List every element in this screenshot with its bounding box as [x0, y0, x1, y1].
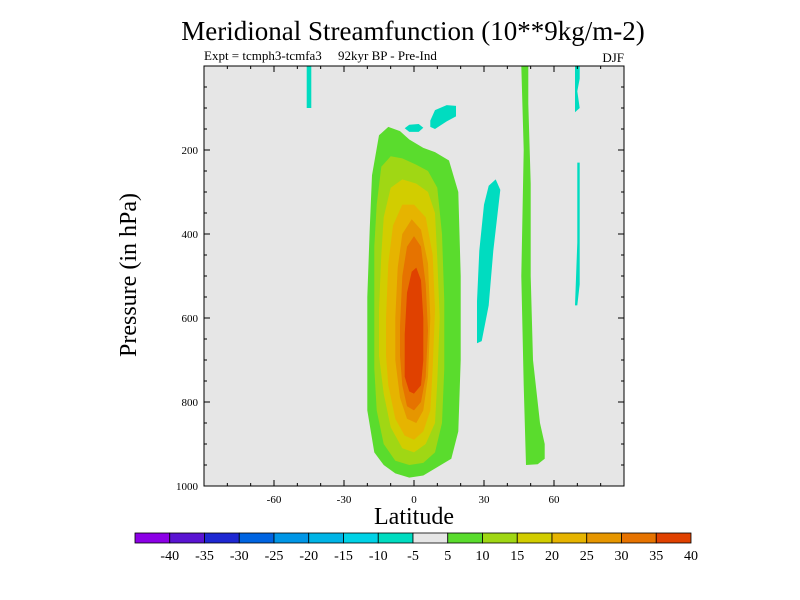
colorbar-swatch: [655, 532, 692, 544]
colorbar-swatch: [343, 532, 379, 544]
colorbar-swatch: [586, 532, 622, 544]
colorbar-swatch: [134, 532, 171, 544]
colorbar-swatch: [516, 532, 553, 544]
colorbar-label: 10: [476, 549, 490, 564]
x-tick-label: 30: [479, 494, 491, 506]
colorbar: -40 -35 -30 -25 -20 -15 -10 -5 5 10 15 20 25 30 35 40: [134, 532, 698, 564]
colorbar-label: -15: [334, 549, 353, 564]
colorbar-label: 30: [615, 549, 629, 564]
colorbar-label: -35: [195, 549, 214, 564]
colorbar-label: -40: [160, 549, 179, 564]
colorbar-label: -25: [265, 549, 284, 564]
y-tick-label: 600: [182, 313, 199, 325]
colorbar-swatch: [169, 532, 205, 544]
colorbar-label: 15: [510, 549, 524, 564]
x-tick-label: 0: [411, 494, 417, 506]
y-axis-label: Pressure (in hPa): [116, 193, 142, 357]
colorbar-label: 5: [444, 549, 451, 564]
colorbar-swatch: [482, 532, 518, 544]
chart-title: Meridional Streamfunction (10**9kg/m-2): [181, 16, 644, 46]
contour-region: [430, 105, 456, 129]
contour-region: [575, 66, 580, 113]
y-tick-label: 1000: [176, 481, 199, 493]
x-tick-label: -30: [337, 494, 352, 506]
colorbar-label: -10: [369, 549, 388, 564]
contour-region: [306, 66, 312, 108]
contour-region: [404, 124, 424, 132]
colorbar-label: 40: [684, 549, 698, 564]
season-label: DJF: [602, 50, 624, 65]
experiment-subtitle: Expt = tcmph3-tcmfa3 92kyr BP - Pre-Ind: [204, 48, 437, 63]
y-tick-label: 200: [182, 145, 199, 157]
contour-region: [521, 66, 545, 465]
colorbar-swatch: [308, 532, 344, 544]
colorbar-label: 25: [580, 549, 594, 564]
axis-ticks: -60 -30 0 30 60 200 400 600 800 1000: [176, 66, 624, 506]
contour-region: [477, 179, 501, 344]
colorbar-swatch: [621, 532, 657, 544]
colorbar-label: 35: [649, 549, 663, 564]
colorbar-swatch: [447, 532, 483, 544]
contour-fills: [306, 66, 580, 478]
colorbar-swatch: [273, 532, 310, 544]
contour-region: [575, 162, 580, 306]
x-tick-label: -60: [267, 494, 282, 506]
colorbar-swatch: [551, 532, 588, 544]
colorbar-label: -5: [407, 549, 419, 564]
colorbar-label: -20: [299, 549, 318, 564]
contour-region: [404, 267, 424, 394]
colorbar-swatch: [377, 532, 414, 544]
plot-area: -60 -30 0 30 60 200 400 600 800 1000: [176, 65, 625, 506]
x-tick-label: 60: [549, 494, 561, 506]
colorbar-label: 20: [545, 549, 559, 564]
colorbar-swatch: [412, 532, 449, 544]
x-axis-label: Latitude: [374, 504, 454, 530]
y-tick-label: 400: [182, 229, 199, 241]
colorbar-swatch: [204, 532, 240, 544]
colorbar-label: -30: [230, 549, 249, 564]
colorbar-swatch: [238, 532, 275, 544]
y-tick-label: 800: [182, 397, 199, 409]
